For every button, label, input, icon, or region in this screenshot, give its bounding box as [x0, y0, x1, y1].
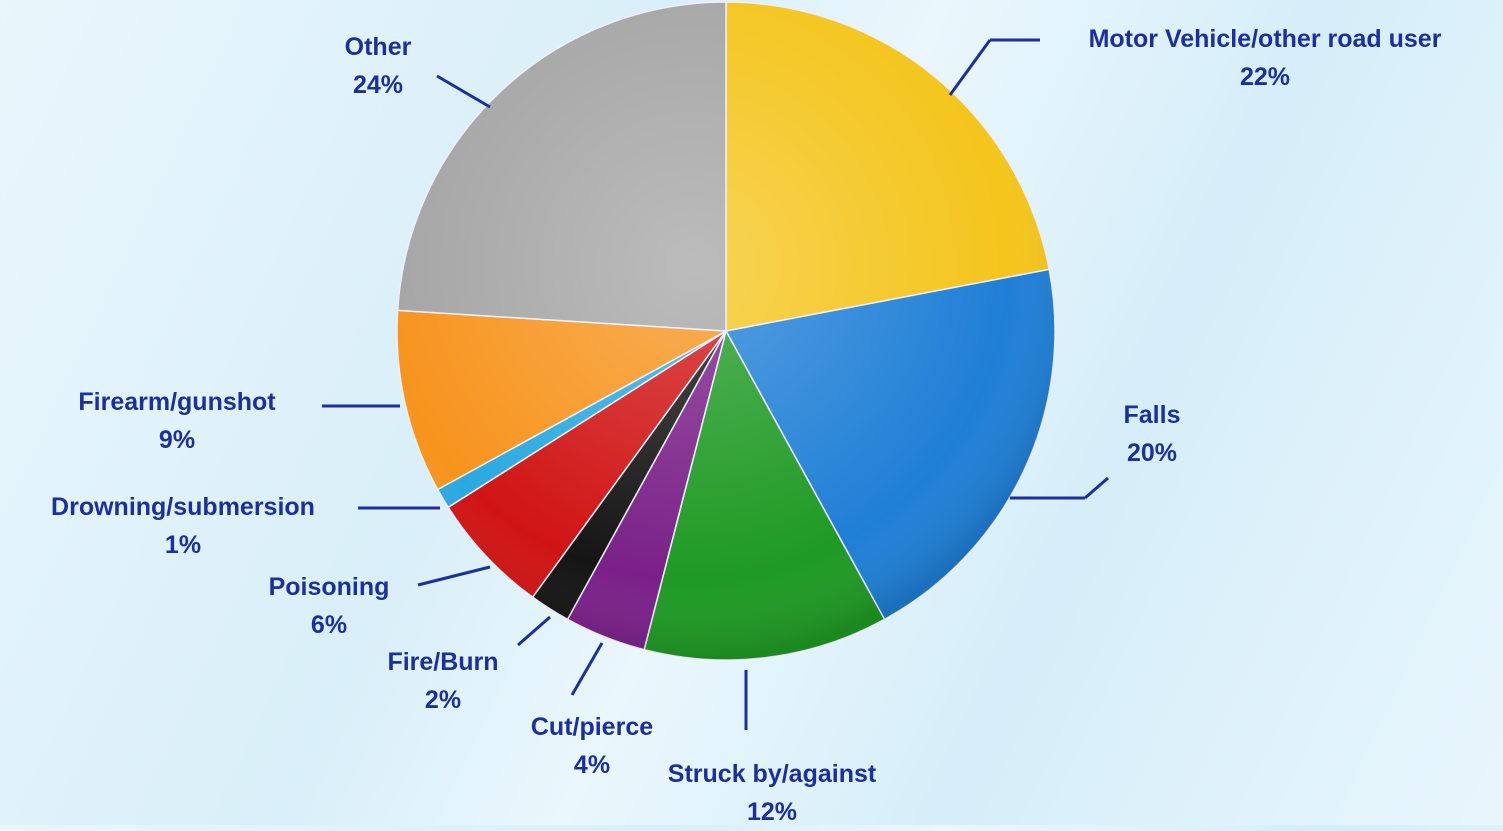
slice-label: Fire/Burn 2%: [387, 643, 498, 719]
leader-line: [570, 642, 604, 696]
category-label: Motor Vehicle/other road user: [1088, 25, 1442, 53]
category-label: Fire/Burn: [387, 648, 499, 676]
value-label: 4%: [573, 751, 611, 779]
value-label: 6%: [310, 611, 348, 639]
category-label: Falls: [1123, 401, 1181, 429]
leader-line: [436, 74, 491, 109]
category-label: Struck by/against: [667, 760, 877, 788]
leader-line: [517, 615, 551, 647]
leader-line: [417, 565, 491, 587]
slice-label: Firearm/gunshot 9%: [78, 383, 275, 459]
leader-line: [1084, 476, 1109, 500]
value-label: 12%: [746, 798, 798, 826]
slice-label: Poisoning 6%: [269, 568, 390, 644]
category-label: Other: [344, 33, 412, 61]
pie-slice: [396, 1, 727, 332]
category-label: Cut/pierce: [530, 713, 654, 741]
value-label: 9%: [158, 426, 196, 454]
value-label: 1%: [164, 531, 202, 559]
slice-label: Motor Vehicle/other road user 22%: [1089, 20, 1442, 96]
category-label: Firearm/gunshot: [78, 388, 276, 416]
value-label: 20%: [1126, 439, 1178, 467]
category-label: Drowning/submersion: [51, 493, 315, 521]
leader-line: [948, 39, 992, 96]
slice-label: Cut/pierce 4%: [531, 708, 653, 784]
slice-label: Struck by/against 12%: [668, 755, 876, 831]
value-label: 2%: [424, 686, 462, 714]
value-label: 22%: [1239, 63, 1291, 91]
slice-label: Other 24%: [345, 28, 412, 104]
value-label: 24%: [352, 71, 404, 99]
slice-label: Falls 20%: [1124, 396, 1181, 472]
slice-label: Drowning/submersion 1%: [8, 488, 358, 564]
category-label: Poisoning: [268, 573, 390, 601]
